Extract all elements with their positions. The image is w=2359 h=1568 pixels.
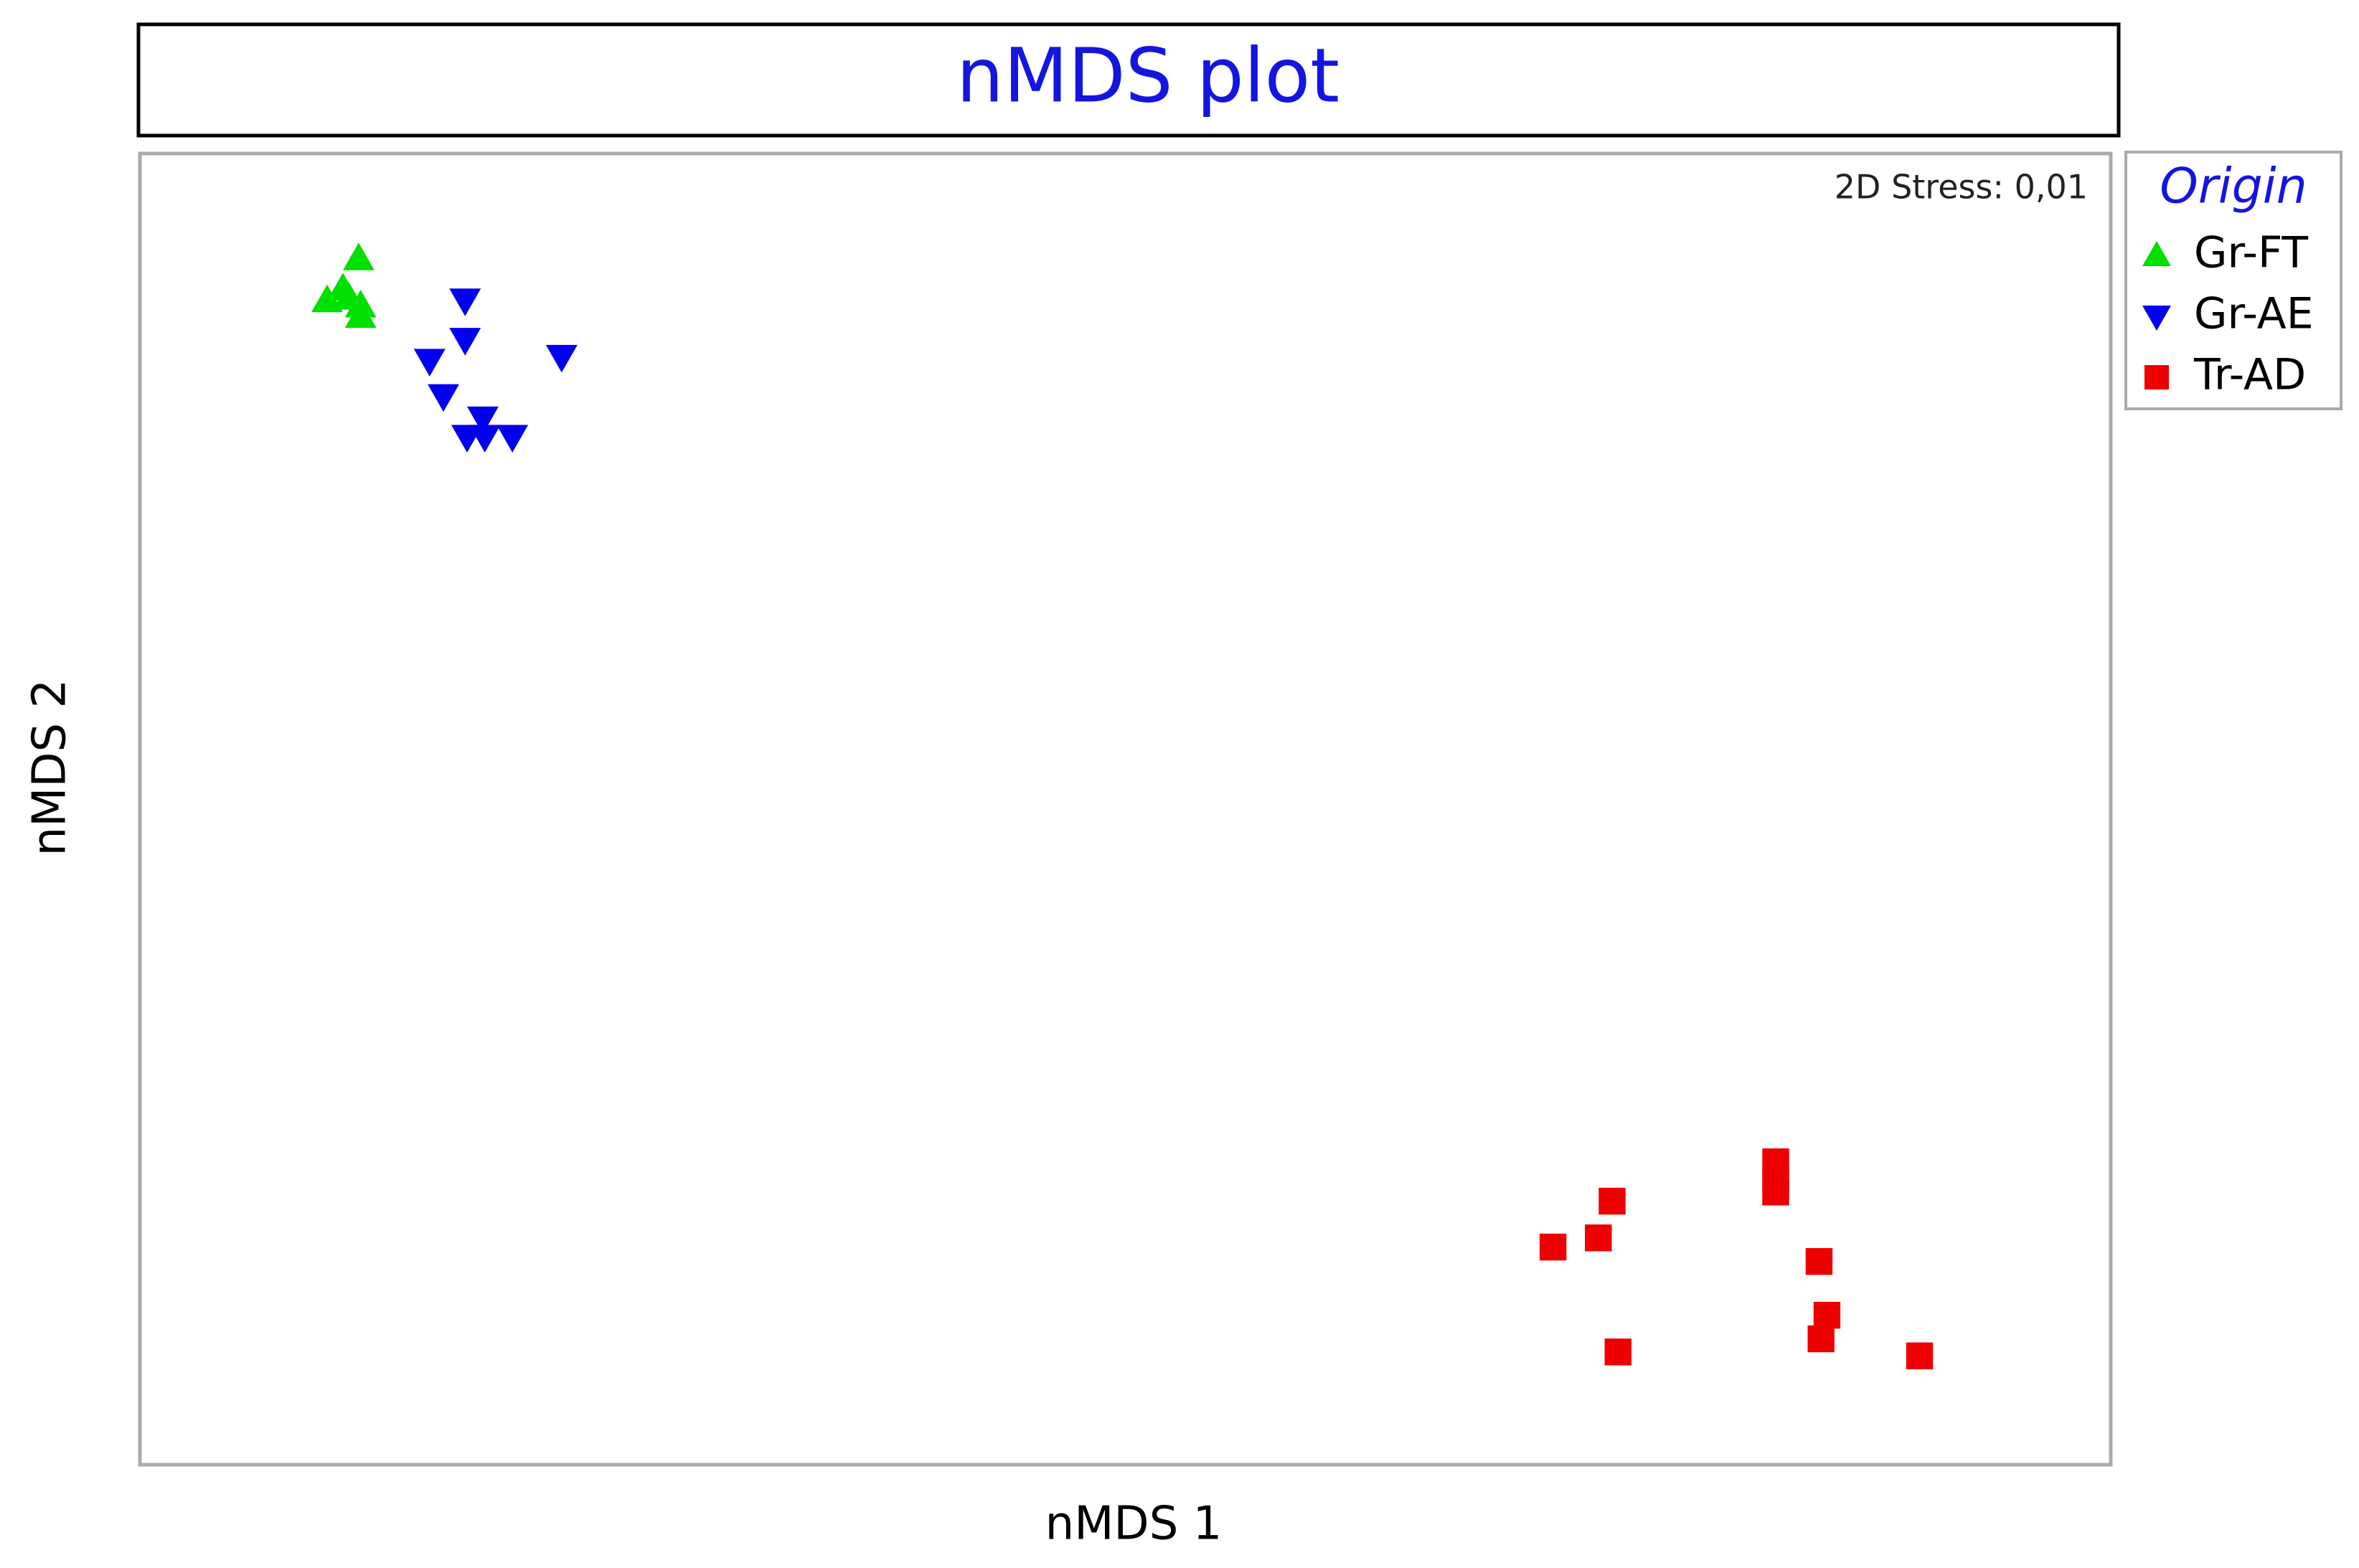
legend-label: Gr-FT — [2194, 228, 2308, 278]
data-point — [342, 242, 375, 270]
data-point — [333, 282, 365, 310]
data-point — [344, 300, 377, 329]
data-point — [1604, 1338, 1631, 1366]
legend-marker — [2142, 306, 2171, 331]
data-point — [466, 406, 499, 435]
title-box — [136, 22, 2121, 138]
data-point — [1762, 1179, 1789, 1206]
data-point — [1598, 1187, 1626, 1215]
x-axis-label: nMDS 1 — [1045, 1498, 1223, 1551]
data-point — [1805, 1247, 1833, 1275]
data-point — [1906, 1342, 1934, 1369]
data-point — [1585, 1224, 1612, 1252]
data-point — [1539, 1233, 1567, 1261]
legend-title: Origin — [2160, 159, 2307, 215]
data-point — [496, 425, 529, 453]
legend-marker — [2142, 241, 2171, 266]
data-point — [413, 349, 446, 377]
chart-title: nMDS plot — [956, 32, 1339, 119]
data-point — [1813, 1301, 1841, 1329]
y-axis-label: nMDS 2 — [24, 679, 77, 856]
data-point — [428, 384, 460, 412]
legend-marker — [2144, 365, 2169, 389]
stress-annotation: 2D Stress: 0,01 — [1835, 168, 2088, 207]
legend-label: Gr-AE — [2194, 289, 2314, 339]
data-point — [449, 328, 481, 356]
plot-frame — [138, 151, 2113, 1467]
data-point — [449, 288, 481, 316]
data-point — [311, 284, 343, 313]
data-point — [545, 344, 578, 373]
data-point — [468, 425, 501, 453]
legend-label: Tr-AD — [2193, 350, 2306, 400]
data-point — [1807, 1325, 1835, 1353]
